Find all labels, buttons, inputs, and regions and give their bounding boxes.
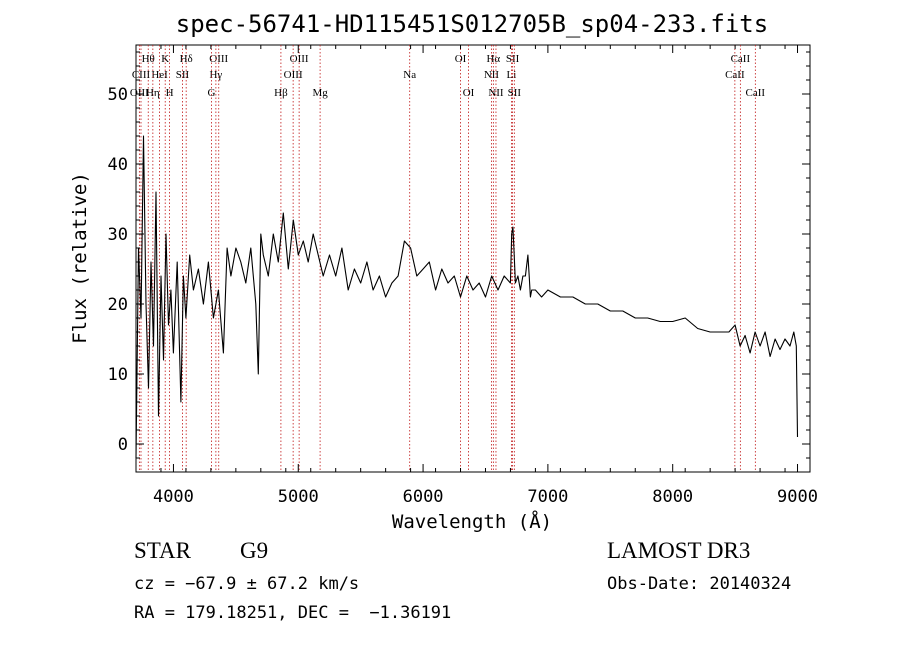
line-label: SII: [176, 69, 190, 81]
object-class: STAR: [134, 538, 191, 563]
flux-series: [135, 135, 799, 459]
line-label: G: [208, 87, 216, 99]
line-label: HeI: [151, 69, 168, 81]
x-axis-label: Wavelength (Å): [392, 510, 552, 533]
chart-title: spec-56741-HD115451S012705B_sp04-233.fit…: [176, 10, 768, 38]
x-tick-label: 4000: [153, 487, 194, 507]
axis-ticks: 4000 5000 6000 7000 8000 9000 0 10 20 30 40 50: [108, 45, 818, 507]
line-label: Hβ: [274, 87, 288, 99]
line-label: SII: [506, 53, 520, 65]
line-label: Hγ: [209, 69, 222, 81]
x-tick-label: 9000: [777, 487, 818, 507]
line-label: CaII: [746, 87, 766, 99]
flux-line: [135, 135, 799, 459]
line-label: CaII: [725, 69, 745, 81]
line-label: Na: [403, 69, 416, 81]
line-label: Hα: [486, 53, 500, 65]
y-axis-label: Flux (relative): [69, 172, 91, 344]
observation-date: Obs-Date: 20140324: [607, 574, 792, 594]
line-label: SII: [508, 87, 522, 99]
line-label: H: [166, 87, 174, 99]
y-tick-label: 50: [108, 85, 128, 105]
line-label: CaII: [731, 53, 751, 65]
line-label: OIII: [284, 69, 303, 81]
y-tick-label: 10: [108, 365, 128, 385]
x-tick-label: 7000: [527, 487, 568, 507]
survey-name: LAMOST DR3: [607, 538, 751, 563]
line-label: Hθ: [142, 53, 155, 65]
y-tick-label: 0: [118, 435, 128, 455]
line-label: CIII: [132, 69, 151, 81]
ra-dec: RA = 179.18251, DEC = −1.36191: [134, 603, 452, 623]
line-label: OI: [463, 87, 475, 99]
line-label: OIII: [130, 87, 149, 99]
x-tick-label: 6000: [403, 487, 444, 507]
y-tick-label: 30: [108, 225, 128, 245]
redshift-cz: cz = −67.9 ± 67.2 km/s: [134, 574, 360, 594]
line-label: NII: [488, 87, 504, 99]
line-label: NII: [484, 69, 500, 81]
x-tick-label: 5000: [278, 487, 319, 507]
line-label: K: [161, 53, 169, 65]
plot-frame: [135, 44, 811, 473]
object-subclass: G9: [240, 538, 269, 563]
line-label: OI: [455, 53, 467, 65]
line-label: Hη: [146, 87, 160, 99]
line-label: Mg: [312, 87, 328, 99]
x-tick-label: 8000: [652, 487, 693, 507]
line-label: OIII: [290, 53, 309, 65]
y-tick-label: 40: [108, 155, 128, 175]
line-label: Li: [507, 69, 517, 81]
line-label: OIII: [209, 53, 228, 65]
y-tick-label: 20: [108, 295, 128, 315]
line-label: Hδ: [180, 53, 193, 65]
